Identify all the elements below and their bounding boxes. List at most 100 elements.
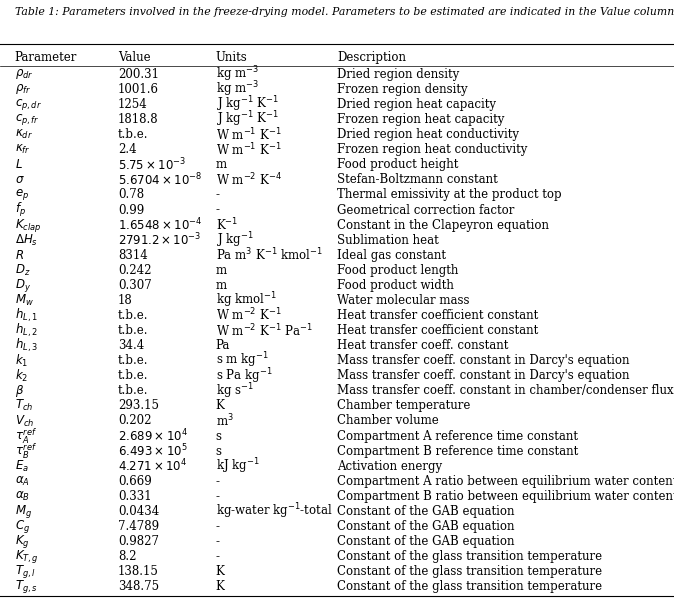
Text: Thermal emissivity at the product top: Thermal emissivity at the product top [337, 188, 561, 202]
Text: $R$: $R$ [15, 248, 24, 262]
Text: $D_z$: $D_z$ [15, 263, 30, 278]
Text: Stefan-Boltzmann constant: Stefan-Boltzmann constant [337, 173, 498, 186]
Text: 0.0434: 0.0434 [118, 505, 159, 518]
Text: kg m$^{-3}$: kg m$^{-3}$ [216, 80, 259, 99]
Text: K: K [216, 399, 224, 413]
Text: $\rho_{fr}$: $\rho_{fr}$ [15, 82, 31, 97]
Text: Value: Value [118, 51, 150, 65]
Text: $h_{L,2}$: $h_{L,2}$ [15, 322, 38, 339]
Text: 200.31: 200.31 [118, 68, 159, 81]
Text: Food product height: Food product height [337, 158, 458, 172]
Text: Dried region heat conductivity: Dried region heat conductivity [337, 128, 519, 141]
Text: Description: Description [337, 51, 406, 65]
Text: Geometrical correction factor: Geometrical correction factor [337, 204, 514, 216]
Text: $1.6548 \times 10^{-4}$: $1.6548 \times 10^{-4}$ [118, 217, 202, 233]
Text: s Pa kg$^{-1}$: s Pa kg$^{-1}$ [216, 366, 272, 386]
Text: $c_{p,fr}$: $c_{p,fr}$ [15, 112, 40, 127]
Text: t.b.e.: t.b.e. [118, 354, 148, 367]
Text: Sublimation heat: Sublimation heat [337, 234, 439, 247]
Text: Food product length: Food product length [337, 264, 458, 277]
Text: Mass transfer coeff. constant in chamber/condenser flux: Mass transfer coeff. constant in chamber… [337, 384, 673, 397]
Text: Compartment A ratio between equilibrium water contents: Compartment A ratio between equilibrium … [337, 475, 674, 488]
Text: $T_{g,s}$: $T_{g,s}$ [15, 578, 38, 595]
Text: $\alpha_A$: $\alpha_A$ [15, 475, 30, 488]
Text: Constant of the glass transition temperature: Constant of the glass transition tempera… [337, 580, 602, 593]
Text: -: - [216, 535, 220, 548]
Text: t.b.e.: t.b.e. [118, 309, 148, 322]
Text: t.b.e.: t.b.e. [118, 128, 148, 141]
Text: Dried region heat capacity: Dried region heat capacity [337, 98, 496, 111]
Text: Table 1: Parameters involved in the freeze-drying model. Parameters to be estima: Table 1: Parameters involved in the free… [15, 7, 674, 17]
Text: $D_y$: $D_y$ [15, 277, 31, 294]
Text: Frozen region heat capacity: Frozen region heat capacity [337, 113, 504, 126]
Text: Heat transfer coefficient constant: Heat transfer coefficient constant [337, 324, 539, 337]
Text: Constant of the GAB equation: Constant of the GAB equation [337, 535, 514, 548]
Text: m: m [216, 279, 227, 292]
Text: kg s$^{-1}$: kg s$^{-1}$ [216, 381, 253, 400]
Text: 0.99: 0.99 [118, 204, 144, 216]
Text: W m$^{-1}$ K$^{-1}$: W m$^{-1}$ K$^{-1}$ [216, 127, 281, 143]
Text: $\alpha_B$: $\alpha_B$ [15, 490, 30, 503]
Text: 0.202: 0.202 [118, 415, 152, 427]
Text: 0.9827: 0.9827 [118, 535, 159, 548]
Text: 7.4789: 7.4789 [118, 520, 159, 533]
Text: 348.75: 348.75 [118, 580, 159, 593]
Text: $K_{T,g}$: $K_{T,g}$ [15, 548, 38, 565]
Text: Pa m$^{3}$ K$^{-1}$ kmol$^{-1}$: Pa m$^{3}$ K$^{-1}$ kmol$^{-1}$ [216, 247, 323, 263]
Text: -: - [216, 520, 220, 533]
Text: s m kg$^{-1}$: s m kg$^{-1}$ [216, 351, 268, 370]
Text: 8314: 8314 [118, 248, 148, 262]
Text: Heat transfer coefficient constant: Heat transfer coefficient constant [337, 309, 539, 322]
Text: Mass transfer coeff. constant in Darcy's equation: Mass transfer coeff. constant in Darcy's… [337, 354, 630, 367]
Text: W m$^{-2}$ K$^{-1}$ Pa$^{-1}$: W m$^{-2}$ K$^{-1}$ Pa$^{-1}$ [216, 322, 313, 339]
Text: $2.689 \times 10^{4}$: $2.689 \times 10^{4}$ [118, 428, 188, 444]
Text: Activation energy: Activation energy [337, 459, 442, 473]
Text: m: m [216, 264, 227, 277]
Text: kJ kg$^{-1}$: kJ kg$^{-1}$ [216, 456, 259, 476]
Text: $T_{ch}$: $T_{ch}$ [15, 399, 33, 413]
Text: Chamber temperature: Chamber temperature [337, 399, 470, 413]
Text: 293.15: 293.15 [118, 399, 159, 413]
Text: 0.307: 0.307 [118, 279, 152, 292]
Text: W m$^{-1}$ K$^{-1}$: W m$^{-1}$ K$^{-1}$ [216, 141, 281, 158]
Text: Dried region density: Dried region density [337, 68, 459, 81]
Text: J kg$^{-1}$ K$^{-1}$: J kg$^{-1}$ K$^{-1}$ [216, 110, 278, 129]
Text: $6.493 \times 10^{5}$: $6.493 \times 10^{5}$ [118, 443, 187, 459]
Text: 34.4: 34.4 [118, 339, 144, 352]
Text: $L$: $L$ [15, 158, 23, 172]
Text: 1001.6: 1001.6 [118, 83, 159, 96]
Text: 8.2: 8.2 [118, 550, 136, 563]
Text: Water molecular mass: Water molecular mass [337, 294, 470, 307]
Text: s: s [216, 445, 222, 458]
Text: Chamber volume: Chamber volume [337, 415, 439, 427]
Text: $\beta$: $\beta$ [15, 383, 24, 399]
Text: $\tau_A^{ref}$: $\tau_A^{ref}$ [15, 426, 37, 446]
Text: 2.4: 2.4 [118, 143, 137, 156]
Text: K: K [216, 565, 224, 578]
Text: m$^{3}$: m$^{3}$ [216, 413, 233, 429]
Text: $e_p$: $e_p$ [15, 188, 29, 202]
Text: Frozen region heat conductivity: Frozen region heat conductivity [337, 143, 527, 156]
Text: $K_g$: $K_g$ [15, 533, 30, 550]
Text: 138.15: 138.15 [118, 565, 159, 578]
Text: $5.6704 \times 10^{-8}$: $5.6704 \times 10^{-8}$ [118, 172, 202, 188]
Text: W m$^{-2}$ K$^{-4}$: W m$^{-2}$ K$^{-4}$ [216, 172, 282, 188]
Text: $V_{ch}$: $V_{ch}$ [15, 413, 34, 429]
Text: K: K [216, 580, 224, 593]
Text: $K_{clap}$: $K_{clap}$ [15, 216, 41, 234]
Text: J kg$^{-1}$ K$^{-1}$: J kg$^{-1}$ K$^{-1}$ [216, 95, 278, 114]
Text: Frozen region density: Frozen region density [337, 83, 468, 96]
Text: 0.242: 0.242 [118, 264, 152, 277]
Text: $\kappa_{dr}$: $\kappa_{dr}$ [15, 128, 33, 141]
Text: -: - [216, 550, 220, 563]
Text: 0.331: 0.331 [118, 490, 152, 503]
Text: kg-water kg$^{-1}$-total: kg-water kg$^{-1}$-total [216, 502, 332, 521]
Text: Constant of the glass transition temperature: Constant of the glass transition tempera… [337, 565, 602, 578]
Text: Constant in the Clapeyron equation: Constant in the Clapeyron equation [337, 218, 549, 232]
Text: -: - [216, 490, 220, 503]
Text: Constant of the GAB equation: Constant of the GAB equation [337, 505, 514, 518]
Text: 18: 18 [118, 294, 133, 307]
Text: $\rho_{dr}$: $\rho_{dr}$ [15, 68, 33, 81]
Text: t.b.e.: t.b.e. [118, 369, 148, 383]
Text: Parameter: Parameter [15, 51, 78, 65]
